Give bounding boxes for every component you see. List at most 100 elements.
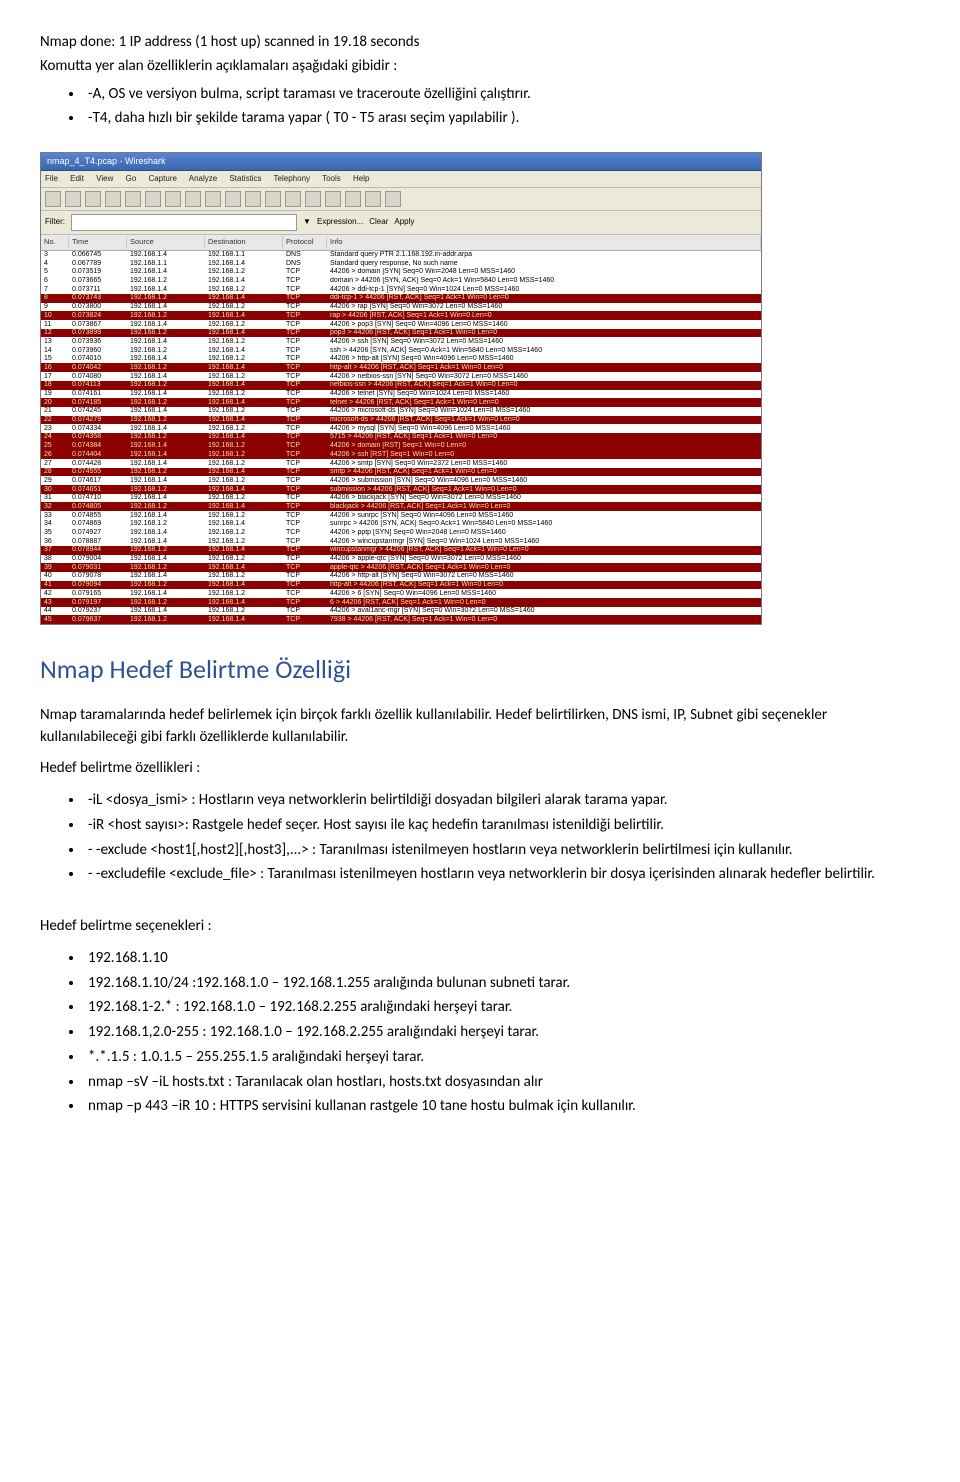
cell: TCP [283, 572, 327, 581]
cell: 192.168.1.1 [127, 259, 205, 268]
toolbar-button[interactable] [365, 191, 381, 207]
table-row[interactable]: 320.074805192.168.1.2192.168.1.4TCPblack… [41, 502, 761, 511]
menu-item[interactable]: Analyze [189, 174, 217, 183]
table-row[interactable]: 110.073867192.168.1.4192.168.1.2TCP44206… [41, 320, 761, 329]
menu-item[interactable]: Go [126, 174, 137, 183]
cell: TCP [283, 555, 327, 564]
cell: 36 [41, 537, 69, 546]
table-row[interactable]: 360.078887192.168.1.4192.168.1.2TCP44206… [41, 537, 761, 546]
table-row[interactable]: 420.079165192.168.1.4192.168.1.2TCP44206… [41, 589, 761, 598]
table-row[interactable]: 260.074404192.168.1.4192.168.1.2TCP44206… [41, 450, 761, 459]
table-row[interactable]: 370.078944192.168.1.2192.168.1.4TCPwincu… [41, 546, 761, 555]
table-row[interactable]: 250.074384192.168.1.4192.168.1.2TCP44206… [41, 442, 761, 451]
table-row[interactable]: 190.074161192.168.1.4192.168.1.2TCP44206… [41, 390, 761, 399]
toolbar-button[interactable] [45, 191, 61, 207]
table-row[interactable]: 230.074334192.168.1.4192.168.1.2TCP44206… [41, 424, 761, 433]
filter-clear-button[interactable]: Clear [369, 216, 388, 228]
toolbar-button[interactable] [165, 191, 181, 207]
table-row[interactable]: 430.079197192.168.1.2192.168.1.4TCP6 > 4… [41, 598, 761, 607]
cell: TCP [283, 615, 327, 624]
toolbar-button[interactable] [145, 191, 161, 207]
table-row[interactable]: 220.074279192.168.1.2192.168.1.4TCPmicro… [41, 416, 761, 425]
table-row[interactable]: 130.073936192.168.1.4192.168.1.2TCP44206… [41, 337, 761, 346]
col-destination[interactable]: Destination [205, 236, 283, 249]
col-source[interactable]: Source [127, 236, 205, 249]
cell: 38 [41, 555, 69, 564]
filter-input[interactable] [71, 214, 297, 231]
table-row[interactable]: 440.079237192.168.1.4192.168.1.2TCP44206… [41, 607, 761, 616]
toolbar-button[interactable] [185, 191, 201, 207]
menu-item[interactable]: View [96, 174, 113, 183]
cell: 9 [41, 303, 69, 312]
toolbar-button[interactable] [325, 191, 341, 207]
table-row[interactable]: 390.079031192.168.1.2192.168.1.4TCPapple… [41, 563, 761, 572]
table-row[interactable]: 180.074113192.168.1.2192.168.1.4TCPnetbi… [41, 381, 761, 390]
table-row[interactable]: 30.066745192.168.1.4192.168.1.1DNSStanda… [41, 251, 761, 260]
table-row[interactable]: 270.074428192.168.1.4192.168.1.2TCP44206… [41, 459, 761, 468]
table-row[interactable]: 160.074042192.168.1.2192.168.1.4TCPhttp-… [41, 363, 761, 372]
cell: 0.079637 [69, 615, 127, 624]
table-row[interactable]: 340.074869192.168.1.2192.168.1.4TCPsunrp… [41, 520, 761, 529]
cell: 29 [41, 476, 69, 485]
table-row[interactable]: 60.073665192.168.1.2192.168.1.4TCPdomain… [41, 277, 761, 286]
table-row[interactable]: 280.074555192.168.1.2192.168.1.4TCPsmtp … [41, 468, 761, 477]
menu-item[interactable]: Edit [70, 174, 84, 183]
toolbar-button[interactable] [265, 191, 281, 207]
cell: 22 [41, 416, 69, 425]
table-row[interactable]: 40.067789192.168.1.1192.168.1.4DNSStanda… [41, 259, 761, 268]
menu-item[interactable]: Statistics [229, 174, 261, 183]
table-row[interactable]: 200.074185192.168.1.2192.168.1.4TCPtelne… [41, 398, 761, 407]
menu-item[interactable]: Tools [322, 174, 341, 183]
toolbar-button[interactable] [85, 191, 101, 207]
table-row[interactable]: 210.074245192.168.1.4192.168.1.2TCP44206… [41, 407, 761, 416]
table-row[interactable]: 140.073960192.168.1.2192.168.1.4TCPssh >… [41, 346, 761, 355]
table-row[interactable]: 310.074710192.168.1.4192.168.1.2TCP44206… [41, 494, 761, 503]
table-row[interactable]: 350.074927192.168.1.4192.168.1.2TCP44206… [41, 529, 761, 538]
cell: 0.074404 [69, 450, 127, 459]
cell: 192.168.1.2 [127, 615, 205, 624]
menu-item[interactable]: Help [353, 174, 369, 183]
filter-apply-button[interactable]: Apply [394, 216, 414, 228]
table-row[interactable]: 70.073711192.168.1.4192.168.1.2TCP44206 … [41, 285, 761, 294]
col-protocol[interactable]: Protocol [283, 236, 327, 249]
cell: 192.168.1.4 [205, 259, 283, 268]
cell: 192.168.1.4 [127, 285, 205, 294]
toolbar-button[interactable] [305, 191, 321, 207]
filter-expression-button[interactable]: Expression... [317, 216, 363, 228]
toolbar-button[interactable] [245, 191, 261, 207]
toolbar-button[interactable] [345, 191, 361, 207]
table-row[interactable]: 80.073743192.168.1.2192.168.1.4TCPddi-tc… [41, 294, 761, 303]
table-row[interactable]: 290.074617192.168.1.4192.168.1.2TCP44206… [41, 476, 761, 485]
menu-item[interactable]: Capture [149, 174, 177, 183]
toolbar-button[interactable] [225, 191, 241, 207]
menu-item[interactable]: Telephony [274, 174, 310, 183]
table-row[interactable]: 50.073519192.168.1.4192.168.1.2TCP44206 … [41, 268, 761, 277]
cell: 44206 > pptp [SYN] Seq=0 Win=2048 Len=0 … [327, 529, 761, 538]
cell: 19 [41, 390, 69, 399]
table-row[interactable]: 300.074651192.168.1.2192.168.1.4TCPsubmi… [41, 485, 761, 494]
col-time[interactable]: Time [69, 236, 127, 249]
table-row[interactable]: 410.079094192.168.1.2192.168.1.4TCPhttp-… [41, 581, 761, 590]
cell: 192.168.1.2 [205, 589, 283, 598]
table-row[interactable]: 150.074010192.168.1.4192.168.1.2TCP44206… [41, 355, 761, 364]
table-row[interactable]: 120.073899192.168.1.2192.168.1.4TCPpop3 … [41, 329, 761, 338]
cell: 192.168.1.2 [205, 494, 283, 503]
col-no[interactable]: No. [41, 236, 69, 249]
menu-item[interactable]: File [45, 174, 58, 183]
table-row[interactable]: 100.073824192.168.1.2192.168.1.4TCPrap >… [41, 311, 761, 320]
toolbar-button[interactable] [385, 191, 401, 207]
toolbar-button[interactable] [105, 191, 121, 207]
toolbar-button[interactable] [285, 191, 301, 207]
table-row[interactable]: 400.079078192.168.1.4192.168.1.2TCP44206… [41, 572, 761, 581]
table-row[interactable]: 170.074080192.168.1.4192.168.1.2TCP44206… [41, 372, 761, 381]
cell: 192.168.1.4 [205, 433, 283, 442]
toolbar-button[interactable] [205, 191, 221, 207]
toolbar-button[interactable] [125, 191, 141, 207]
table-row[interactable]: 380.079004192.168.1.4192.168.1.2TCP44206… [41, 555, 761, 564]
table-row[interactable]: 450.079637192.168.1.2192.168.1.4TCP7938 … [41, 615, 761, 624]
table-row[interactable]: 90.073800192.168.1.4192.168.1.2TCP44206 … [41, 303, 761, 312]
col-info[interactable]: Info [327, 236, 761, 249]
toolbar-button[interactable] [65, 191, 81, 207]
table-row[interactable]: 240.074358192.168.1.2192.168.1.4TCP5715 … [41, 433, 761, 442]
table-row[interactable]: 330.074855192.168.1.4192.168.1.2TCP44206… [41, 511, 761, 520]
